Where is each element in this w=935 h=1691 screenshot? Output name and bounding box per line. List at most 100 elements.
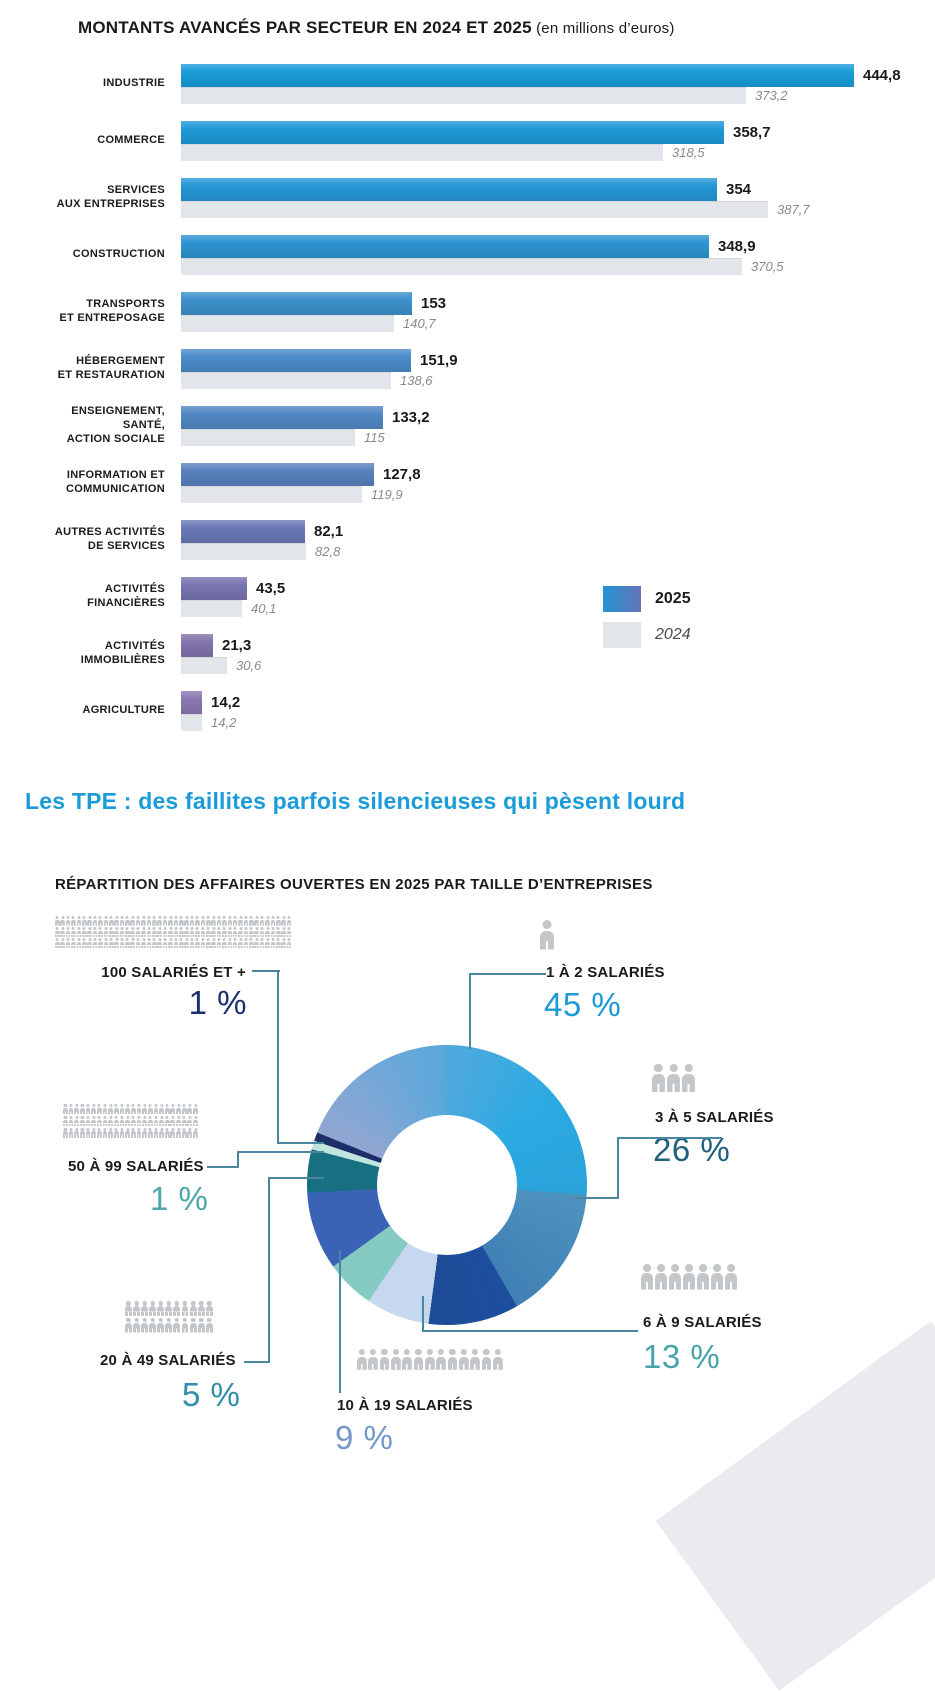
person-icon bbox=[181, 1104, 187, 1115]
callout-label-s100: 100 SALARIÉS ET + bbox=[101, 964, 246, 981]
callout-connector-s3-5 bbox=[617, 1137, 722, 1139]
person-icon bbox=[222, 916, 227, 927]
callout-connector-s1-2 bbox=[470, 973, 546, 975]
person-icon bbox=[130, 927, 135, 938]
person-icon bbox=[60, 927, 65, 938]
people-icon-group-s20-49 bbox=[125, 1301, 214, 1335]
callout-connector-s3-5 bbox=[575, 1197, 619, 1199]
value-2025: 348,9 bbox=[718, 238, 756, 255]
person-icon bbox=[181, 1318, 189, 1333]
person-icon bbox=[281, 916, 286, 927]
person-icon bbox=[108, 938, 114, 949]
value-2025: 133,2 bbox=[392, 409, 430, 426]
person-icon bbox=[259, 927, 265, 938]
value-2024: 82,8 bbox=[315, 544, 341, 559]
bar-pair: 348,9 370,5 bbox=[181, 235, 935, 275]
value-2025: 43,5 bbox=[256, 580, 286, 597]
person-icon bbox=[153, 1128, 159, 1139]
person-icon bbox=[65, 938, 71, 949]
person-icon bbox=[176, 1128, 181, 1139]
bar-2024 bbox=[181, 600, 242, 617]
callout-label-s10-19: 10 À 19 SALARIÉS bbox=[337, 1397, 473, 1414]
person-icon bbox=[357, 1349, 367, 1371]
person-icon bbox=[55, 916, 60, 927]
person-icon bbox=[159, 1104, 164, 1115]
person-icon bbox=[157, 1301, 165, 1317]
person-icon bbox=[119, 1116, 125, 1127]
legend-swatch-2024 bbox=[603, 622, 641, 648]
person-icon bbox=[125, 1104, 130, 1115]
person-icon bbox=[96, 1128, 102, 1139]
person-icon bbox=[63, 1116, 68, 1127]
person-icon bbox=[276, 916, 281, 927]
bar-row-1: COMMERCE 358,7 318,5 bbox=[0, 121, 935, 161]
callout-connector-s20-49 bbox=[268, 1177, 270, 1363]
legend-label-2025: 2025 bbox=[655, 590, 691, 607]
person-icon bbox=[152, 927, 157, 938]
bar-row-7: INFORMATION ET COMMUNICATION 127,8 119,9 bbox=[0, 463, 935, 503]
person-icon bbox=[147, 1104, 153, 1115]
people-row bbox=[55, 938, 292, 949]
value-2024: 138,6 bbox=[400, 373, 433, 388]
people-row bbox=[125, 1301, 214, 1318]
person-icon bbox=[189, 927, 195, 938]
bar-2025 bbox=[181, 691, 202, 714]
person-icon bbox=[114, 916, 119, 927]
people-row bbox=[63, 1104, 199, 1116]
people-icon-group-s1-2 bbox=[540, 920, 556, 954]
bar-2024 bbox=[181, 657, 227, 674]
person-icon bbox=[91, 1116, 96, 1127]
person-icon bbox=[125, 927, 130, 938]
person-icon bbox=[189, 916, 195, 927]
person-icon bbox=[655, 1264, 667, 1291]
person-icon bbox=[173, 916, 179, 927]
person-icon bbox=[168, 927, 173, 938]
person-icon bbox=[249, 927, 254, 938]
person-icon bbox=[200, 938, 206, 949]
person-icon bbox=[147, 1128, 153, 1139]
person-icon bbox=[96, 1104, 102, 1115]
callout-percentage-s50-99: 1 % bbox=[150, 1180, 209, 1217]
person-icon bbox=[254, 927, 259, 938]
person-icon bbox=[222, 927, 227, 938]
value-2024: 370,5 bbox=[751, 259, 784, 274]
person-icon bbox=[682, 1064, 695, 1093]
callout-label-s50-99: 50 À 99 SALARIÉS bbox=[68, 1158, 204, 1175]
person-icon bbox=[63, 1104, 68, 1115]
person-icon bbox=[286, 916, 292, 927]
legend-row-2025: 2025 bbox=[603, 586, 691, 612]
callout-connector-s3-5 bbox=[617, 1138, 619, 1199]
person-icon bbox=[91, 1104, 96, 1115]
person-icon bbox=[113, 1104, 119, 1115]
bar-2025 bbox=[181, 121, 724, 144]
person-icon bbox=[87, 927, 92, 938]
person-icon bbox=[216, 916, 222, 927]
person-icon bbox=[176, 1104, 181, 1115]
callout-label-s3-5: 3 À 5 SALARIÉS bbox=[655, 1109, 774, 1126]
person-icon bbox=[108, 1116, 113, 1127]
bar-pair: 82,1 82,8 bbox=[181, 520, 935, 560]
person-icon bbox=[146, 938, 152, 949]
value-2024: 373,2 bbox=[755, 88, 788, 103]
bar-chart-title-text: MONTANTS AVANCÉS PAR SECTEUR EN 2024 ET … bbox=[78, 18, 532, 37]
person-icon bbox=[60, 938, 65, 949]
person-icon bbox=[178, 916, 184, 927]
people-row bbox=[125, 1318, 214, 1335]
person-icon bbox=[249, 938, 254, 949]
section-headline: Les TPE : des faillites parfois silencie… bbox=[25, 788, 686, 814]
person-icon bbox=[153, 1104, 159, 1115]
person-icon bbox=[79, 1128, 85, 1139]
person-icon bbox=[130, 1128, 136, 1139]
person-icon bbox=[205, 916, 211, 927]
person-icon bbox=[165, 1301, 173, 1317]
person-icon bbox=[368, 1349, 378, 1371]
person-icon bbox=[164, 1116, 170, 1127]
bar-pair: 21,3 30,6 bbox=[181, 634, 935, 674]
person-icon bbox=[170, 1104, 176, 1115]
person-icon bbox=[130, 916, 135, 927]
people-icon-group-s3-5 bbox=[652, 1064, 697, 1095]
bar-row-3: CONSTRUCTION 348,9 370,5 bbox=[0, 235, 935, 275]
person-icon bbox=[102, 1128, 108, 1139]
person-icon bbox=[424, 1349, 435, 1371]
person-icon bbox=[181, 1301, 189, 1317]
